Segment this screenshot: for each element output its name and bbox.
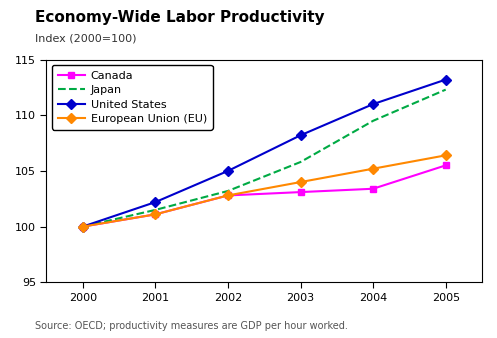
United States [152, 200, 158, 204]
Line: Japan: Japan [83, 90, 446, 226]
Line: Canada: Canada [79, 162, 449, 230]
Text: Economy-Wide Labor Productivity: Economy-Wide Labor Productivity [35, 10, 325, 25]
European Union (EU) [80, 224, 85, 228]
Text: Index (2000=100): Index (2000=100) [35, 34, 136, 44]
Text: Source: OECD; productivity measures are GDP per hour worked.: Source: OECD; productivity measures are … [35, 321, 348, 331]
United States [80, 224, 85, 228]
Legend: Canada, Japan, United States, European Union (EU): Canada, Japan, United States, European U… [52, 65, 213, 129]
European Union (EU) [225, 193, 231, 197]
United States [370, 102, 376, 106]
Japan [443, 88, 449, 92]
Canada [152, 212, 158, 216]
European Union (EU) [152, 212, 158, 216]
Canada [225, 193, 231, 197]
Japan [225, 189, 231, 193]
Canada [298, 190, 304, 194]
Canada [80, 224, 85, 228]
Line: European Union (EU): European Union (EU) [79, 152, 449, 230]
United States [225, 169, 231, 173]
Canada [443, 163, 449, 167]
Japan [370, 119, 376, 123]
European Union (EU) [298, 180, 304, 184]
European Union (EU) [443, 153, 449, 158]
Canada [370, 187, 376, 191]
Line: United States: United States [79, 76, 449, 230]
Japan [80, 224, 85, 228]
United States [443, 78, 449, 82]
Japan [298, 160, 304, 164]
Japan [152, 208, 158, 212]
United States [298, 133, 304, 137]
European Union (EU) [370, 167, 376, 171]
